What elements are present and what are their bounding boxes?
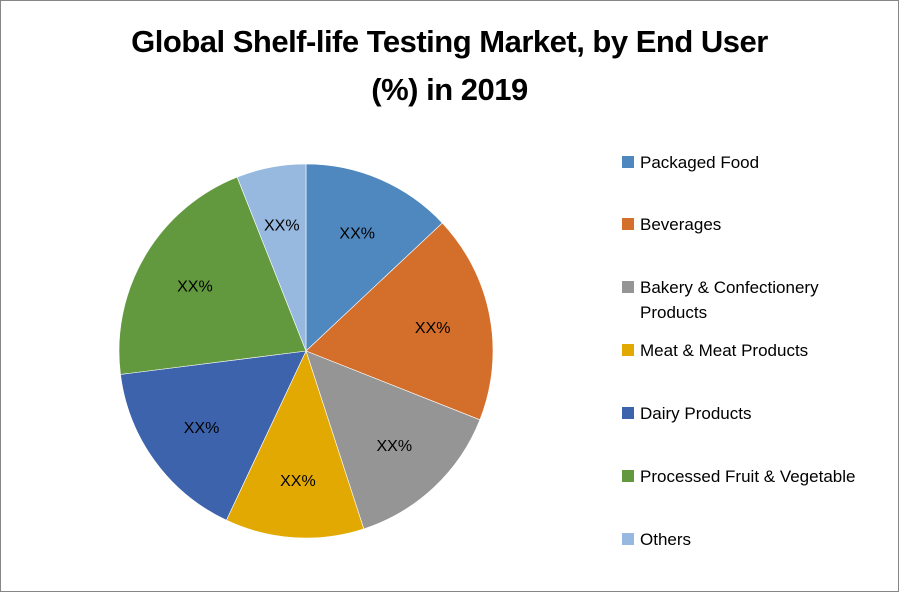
legend-item-dairy-products[interactable]: Dairy Products	[622, 401, 890, 426]
pie-slice-dairy-products[interactable]	[120, 350, 307, 521]
legend-item-bakery-confectionery[interactable]: Bakery & Confectionery Products	[622, 275, 855, 325]
legend-swatch-others	[622, 533, 634, 545]
pie-slice-others[interactable]	[236, 163, 307, 352]
legend-item-packaged-food[interactable]: Packaged Food	[622, 150, 890, 175]
legend-swatch-meat-products	[622, 344, 634, 356]
data-label-bakery-confectionery-products: XX%	[377, 438, 413, 455]
pie-slice-processed-fruit-vegetable[interactable]	[118, 176, 307, 375]
data-label-dairy-products: XX%	[184, 420, 220, 437]
legend-label: Meat & Meat Products	[640, 341, 809, 360]
legend-label: Packaged Food	[640, 153, 760, 172]
legend-item-meat-products[interactable]: Meat & Meat Products	[622, 338, 890, 363]
legend-label: Beverages	[640, 215, 722, 234]
pie-slices	[118, 163, 494, 539]
legend-swatch-dairy-products	[622, 407, 634, 419]
pie-slice-beverages[interactable]	[305, 222, 494, 421]
pie-slice-packaged-food[interactable]	[305, 163, 443, 352]
pie-slice-meat-meat-products[interactable]	[225, 350, 365, 539]
data-label-packaged-food: XX%	[339, 226, 375, 243]
legend-item-beverages[interactable]: Beverages	[622, 212, 890, 237]
legend-swatch-beverages	[622, 218, 634, 230]
legend-swatch-processed-fruit-vegetable	[622, 470, 634, 482]
legend-swatch-packaged-food	[622, 156, 634, 168]
legend-label: Processed Fruit & Vegetable	[640, 467, 856, 486]
chart-title-line-1: Global Shelf-life Testing Market, by End…	[131, 24, 768, 59]
chart-title: Global Shelf-life Testing Market, by End…	[0, 18, 899, 114]
legend-item-others[interactable]: Others	[622, 527, 890, 552]
data-label-others: XX%	[264, 217, 300, 234]
data-label-meat-meat-products: XX%	[280, 473, 316, 490]
chart-title-line-2: (%) in 2019	[371, 72, 528, 107]
legend-label: Dairy Products	[640, 404, 752, 423]
legend-label: Bakery & Confectionery Products	[640, 278, 819, 322]
pie-data-labels: XX% XX% XX% XX% XX% XX% XX%	[177, 217, 451, 490]
legend-label: Others	[640, 530, 692, 549]
legend-swatch-bakery-confectionery	[622, 281, 634, 293]
data-label-processed-fruit-vegetable: XX%	[177, 278, 213, 295]
legend-item-processed-fruit-vegetable[interactable]: Processed Fruit & Vegetable	[622, 464, 890, 489]
data-label-beverages: XX%	[415, 320, 451, 337]
